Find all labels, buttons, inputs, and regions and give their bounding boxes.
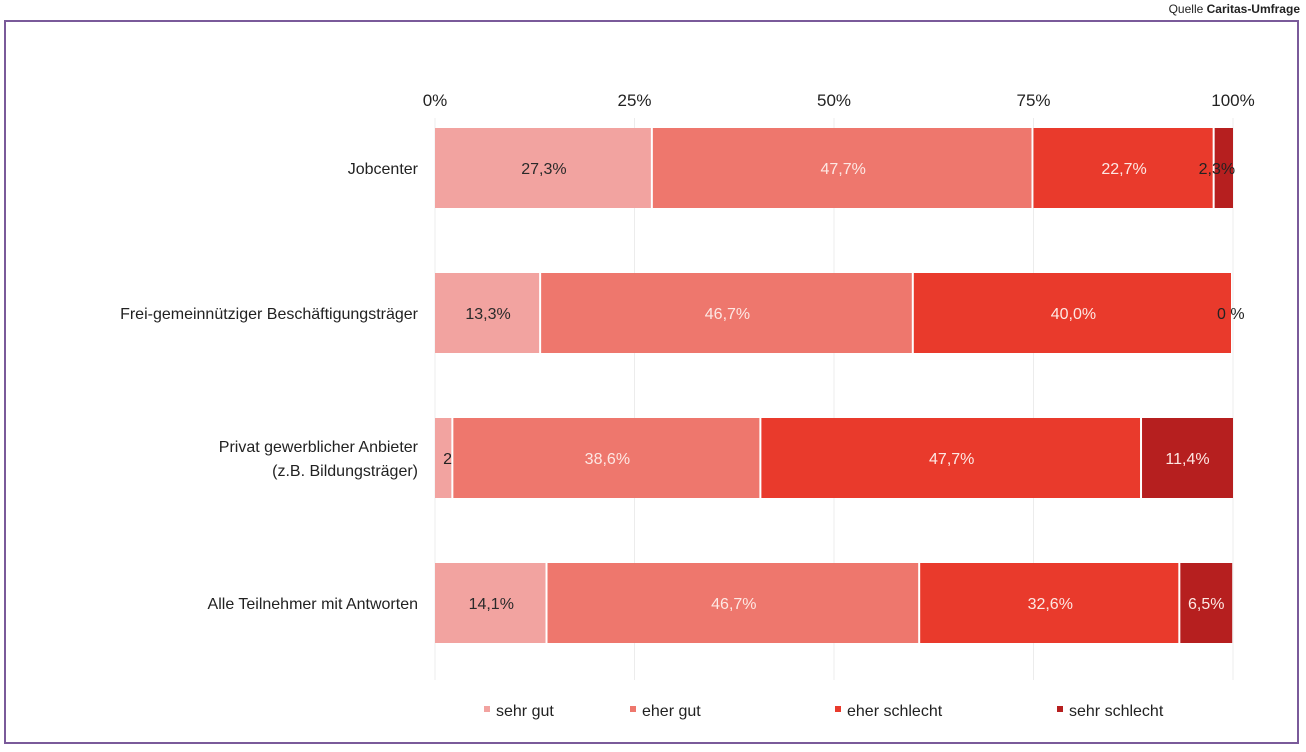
data-label: 32,6%	[1028, 596, 1073, 613]
source-prefix: Quelle	[1168, 2, 1204, 16]
bar-segment	[435, 418, 452, 498]
legend-swatch	[484, 706, 490, 712]
data-label: 13,3%	[465, 306, 510, 323]
category-label: (z.B. Bildungsträger)	[272, 463, 418, 480]
bar-segment	[453, 418, 760, 498]
bar-segment	[1142, 418, 1233, 498]
legend-label: sehr gut	[496, 703, 554, 720]
legend-swatch	[835, 706, 841, 712]
bar-segment	[652, 128, 1032, 208]
legend-label: eher gut	[642, 703, 701, 720]
bar-segment	[1180, 563, 1233, 643]
data-label: 47,7%	[929, 451, 974, 468]
bar-segment	[1033, 128, 1213, 208]
data-label: 2,3%	[1199, 161, 1235, 178]
data-label: 40,0%	[1051, 306, 1096, 323]
legend-label: eher schlecht	[847, 703, 943, 720]
category-label: Privat gewerblicher Anbieter	[219, 439, 419, 456]
source-note: Quelle Caritas-Umfrage	[1169, 2, 1300, 16]
data-label: 6,5%	[1188, 596, 1224, 613]
x-tick-label: 50%	[817, 91, 851, 110]
category-label: Jobcenter	[348, 161, 419, 178]
data-label: 47,7%	[820, 161, 865, 178]
category-label: Frei-gemeinnütziger Beschäftigungsträger	[120, 306, 419, 323]
bar-segment	[541, 273, 912, 353]
legend-swatch	[630, 706, 636, 712]
data-label: 22,7%	[1101, 161, 1146, 178]
bar-segment	[435, 563, 546, 643]
data-label: 46,7%	[711, 596, 756, 613]
bar-segment	[547, 563, 919, 643]
bar-segment	[913, 273, 1231, 353]
x-tick-label: 0%	[423, 91, 448, 110]
bar-segment	[435, 128, 651, 208]
bar-segment	[1214, 128, 1233, 208]
x-tick-label: 25%	[617, 91, 651, 110]
data-label: 27,3%	[521, 161, 566, 178]
bar-segment	[761, 418, 1141, 498]
x-tick-label: 75%	[1016, 91, 1050, 110]
category-label: Alle Teilnehmer mit Antworten	[208, 596, 418, 613]
chart-frame	[4, 20, 1299, 744]
bar-segment	[920, 563, 1179, 643]
data-label: 14,1%	[469, 596, 514, 613]
legend-swatch	[1057, 706, 1063, 712]
source-name: Caritas-Umfrage	[1206, 2, 1300, 16]
data-label: 46,7%	[705, 306, 750, 323]
legend-label: sehr schlecht	[1069, 703, 1164, 720]
x-tick-label: 100%	[1211, 91, 1254, 110]
data-label: 0 %	[1217, 306, 1245, 323]
bar-segment	[435, 273, 540, 353]
data-label: 11,4%	[1165, 451, 1209, 468]
data-label: 38,6%	[585, 451, 630, 468]
